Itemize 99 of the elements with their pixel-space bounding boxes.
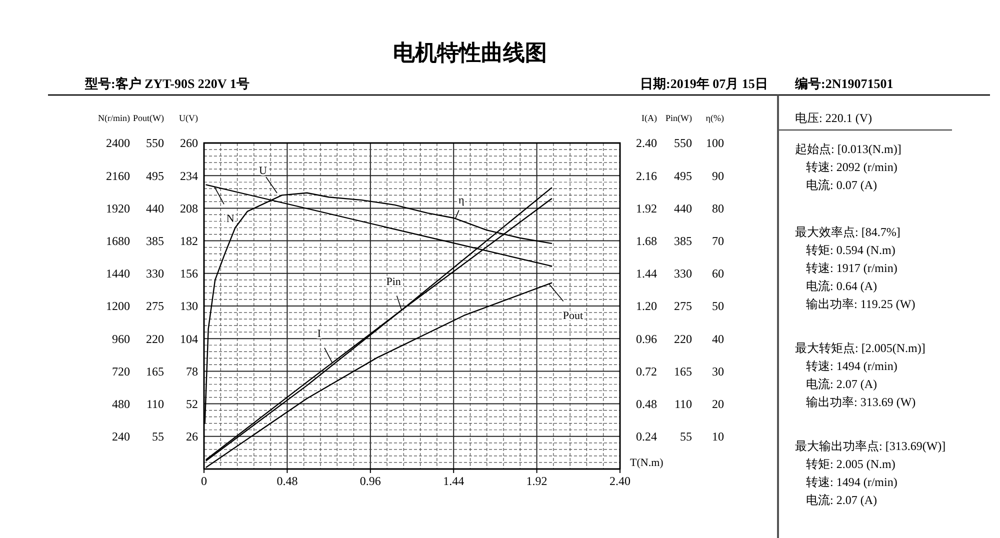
text: 型号:客户 ZYT-90S 220V 1号 (84, 76, 250, 91)
y-tick-label: 208 (180, 201, 198, 216)
y2-tick-label: 1.20 (636, 299, 657, 314)
y-tick-label: 165 (146, 364, 164, 378)
y2-tick-label: 80 (712, 201, 724, 216)
text: 转速: 2092 (r/min) (806, 160, 898, 174)
y2-tick-label: 70 (712, 234, 724, 248)
y-tick-label: 78 (186, 364, 198, 378)
x-tick-label: 2.40 (610, 474, 630, 488)
y-tick-label: 220 (146, 332, 164, 346)
text: 转速: 1917 (r/min) (806, 261, 898, 275)
y2-tick-label: 1.44 (636, 266, 657, 281)
y2-tick-label: 0.96 (636, 332, 657, 346)
y2-tick-label: 440 (674, 201, 692, 216)
text: 电流: 2.07 (A) (806, 493, 877, 507)
text: 转速: 1494 (r/min) (806, 359, 898, 373)
y-tick-label: 330 (146, 266, 164, 281)
text: 转矩: 2.005 (N.m) (806, 457, 896, 471)
y2-tick-label: 60 (712, 266, 724, 281)
y-tick-label: 52 (186, 397, 198, 411)
y2-tick-label: 0.24 (636, 430, 657, 444)
text: I (317, 328, 322, 340)
y2-tick-label: 220 (674, 332, 692, 346)
y-tick-label: 1920 (106, 201, 130, 216)
x-tick-label: 1.92 (526, 474, 548, 488)
y-tick-label: 156 (180, 266, 198, 281)
y-tick-label: 55 (152, 430, 164, 444)
text: 最大输出功率点: [313.69(W)] (795, 439, 946, 453)
y2-tick-label: 55 (680, 430, 692, 444)
y2-tick-label: 550 (674, 136, 692, 150)
y2-tick-label: 2.40 (636, 136, 657, 150)
y-tick-label: 720 (112, 364, 130, 378)
y-axis-title: N(r/min) (98, 113, 130, 123)
x-tick-label: 1.44 (443, 474, 464, 488)
legend-label: Pout (562, 310, 584, 322)
text: 编号:2N19071501 (794, 76, 894, 91)
y2-tick-label: 275 (674, 299, 692, 314)
text: 转速: 1494 (r/min) (806, 475, 898, 489)
y2-tick-label: 1.68 (636, 234, 657, 248)
y2-tick-label: 385 (674, 234, 692, 248)
text: 电流: 0.64 (A) (806, 279, 877, 293)
y-axis-title: Pout(W) (133, 113, 164, 123)
y-tick-label: 240 (112, 430, 130, 444)
y-tick-label: 1680 (106, 234, 130, 248)
x-tick-label: 0 (201, 474, 207, 488)
text: 电流: 0.07 (A) (806, 178, 877, 192)
y2-tick-label: 0.48 (636, 397, 657, 411)
y2-tick-label: 30 (712, 364, 724, 378)
y-tick-label: 550 (146, 136, 164, 150)
text: 输出功率: 119.25 (W) (806, 297, 916, 311)
y2-tick-label: 50 (712, 299, 724, 314)
y2-tick-label: 20 (712, 397, 724, 411)
y2-axis-title: Pin(W) (666, 113, 692, 123)
legend-label: N (226, 212, 234, 225)
y-tick-label: 960 (112, 332, 130, 346)
y-tick-label: 2160 (106, 168, 130, 183)
y2-axis-title: I(A) (642, 113, 657, 123)
y-tick-label: 495 (146, 168, 164, 183)
y-tick-label: 182 (180, 234, 198, 248)
y-tick-label: 130 (180, 299, 198, 314)
x-tick-label: 0.96 (360, 474, 381, 488)
y2-tick-label: 330 (674, 266, 692, 281)
text: 日期:2019年 07月 15日 (640, 76, 768, 91)
y2-tick-label: 100 (706, 136, 724, 150)
y2-tick-label: 110 (674, 397, 692, 411)
y2-tick-label: 2.16 (636, 168, 657, 183)
text: 起始点: [0.013(N.m)] (795, 142, 902, 156)
text: 最大转矩点: [2.005(N.m)] (795, 341, 926, 355)
y-tick-label: 275 (146, 299, 164, 314)
x-axis-title: T(N.m) (630, 457, 664, 469)
y-tick-label: 480 (112, 397, 130, 411)
y-tick-label: 385 (146, 234, 164, 248)
text: 电流: 2.07 (A) (806, 377, 877, 391)
y2-tick-label: 0.72 (636, 364, 657, 378)
text: 输出功率: 313.69 (W) (806, 395, 916, 409)
y-tick-label: 2400 (106, 136, 130, 150)
y2-tick-label: 40 (712, 332, 724, 346)
y2-tick-label: 10 (712, 430, 724, 444)
y-tick-label: 440 (146, 201, 164, 216)
y-tick-label: 260 (180, 136, 198, 150)
y2-tick-label: 165 (674, 364, 692, 378)
chart-title: 电机特性曲线图 (393, 40, 547, 65)
y-tick-label: 234 (180, 168, 198, 183)
y2-tick-label: 90 (712, 168, 724, 183)
y2-axis-title: η(%) (706, 113, 724, 123)
series-label: Pin (386, 276, 402, 288)
y-axis-title: U(V) (179, 113, 198, 123)
series-label: η (458, 194, 464, 207)
y-tick-label: 110 (146, 397, 164, 411)
text: 最大效率点: [84.7%] (795, 225, 900, 239)
y-tick-label: 1200 (106, 299, 130, 314)
y2-tick-label: 495 (674, 168, 692, 183)
y-tick-label: 104 (180, 332, 198, 346)
text: 电压: 220.1 (V) (795, 111, 872, 125)
y2-tick-label: 1.92 (636, 201, 657, 216)
y-tick-label: 26 (186, 430, 198, 444)
x-tick-label: 0.48 (276, 474, 298, 488)
text: 转矩: 0.594 (N.m) (806, 243, 896, 257)
y-tick-label: 1440 (106, 266, 130, 281)
